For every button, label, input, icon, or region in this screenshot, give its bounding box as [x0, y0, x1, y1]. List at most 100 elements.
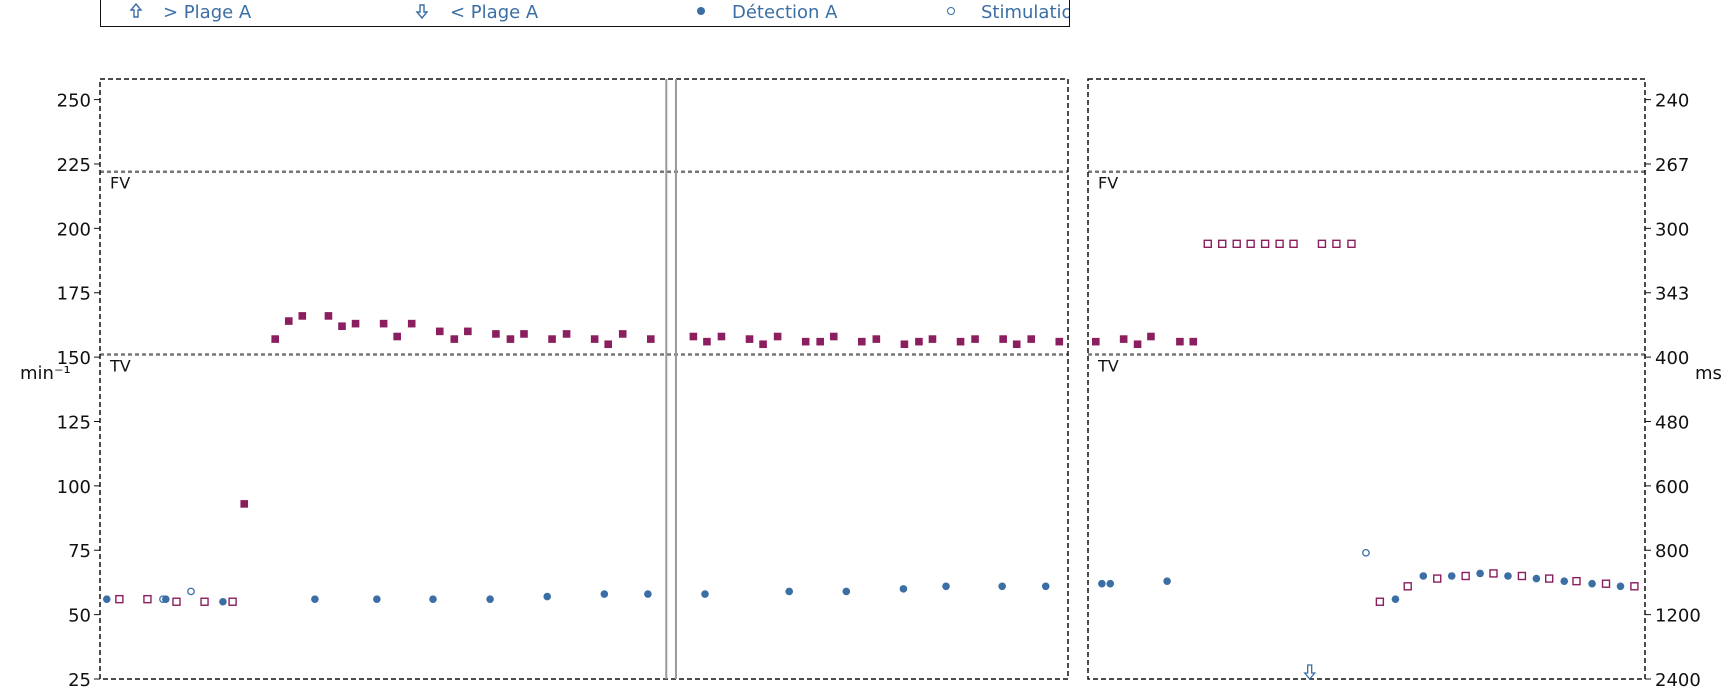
left-axis-tick-label: 175 [57, 284, 91, 305]
right-panel-frame [1087, 78, 1646, 680]
ventricular-sense-point [298, 312, 307, 320]
left-axis-tick-label: 100 [57, 477, 91, 498]
ventricular-sense-point [604, 340, 612, 349]
ventricular-sense-point [717, 332, 726, 341]
ventricular-sense-point [915, 337, 923, 346]
legend-label-atrial-sense: Détection A [732, 2, 838, 23]
atrial-sense-point [644, 590, 652, 598]
ventricular-sense-point [1189, 337, 1198, 346]
left-axis-tick-label: 250 [57, 91, 91, 112]
ventricular-pace-point [228, 597, 237, 606]
left-axis-tick-label: 200 [57, 219, 91, 240]
ventricular-pace-point [1601, 579, 1611, 588]
left-axis-tick-label: 125 [57, 412, 91, 433]
ventricular-pace-point [1275, 239, 1284, 249]
ventricular-pace-point [1332, 239, 1341, 249]
right-axis-tick-label: 600 [1655, 477, 1689, 498]
ventricular-sense-point [618, 330, 627, 338]
ventricular-sense-point [450, 335, 459, 343]
ventricular-pace-point [1246, 239, 1255, 249]
ventricular-sense-point [562, 330, 571, 338]
legend-label-below-range: < Plage A [450, 2, 539, 23]
ventricular-pace-point [1630, 582, 1639, 591]
ventricular-pace-point [1347, 239, 1356, 249]
ventricular-sense-point [548, 335, 556, 343]
atrial-sense-point [1106, 579, 1115, 588]
ventricular-sense-point [1012, 340, 1021, 349]
atrial-sense-point [785, 587, 794, 596]
right-axis-tick-label: 343 [1655, 284, 1689, 305]
zone-label-tv: TV [1097, 357, 1119, 376]
ventricular-sense-point [435, 327, 444, 336]
legend-label-atrial-pace: Stimulatio [981, 2, 1070, 23]
atrial-sense-point [1041, 582, 1050, 591]
ventricular-sense-point [351, 319, 360, 328]
left-axis-tick-label: 50 [68, 606, 91, 627]
right-axis-tick-label: 300 [1655, 219, 1689, 240]
ventricular-sense-point [590, 335, 599, 343]
ventricular-pace-point [115, 594, 124, 604]
ventricular-sense-point [773, 332, 782, 341]
atrial-sense-point [1447, 572, 1456, 580]
ventricular-sense-point [271, 335, 280, 343]
zone-label-tv: TV [109, 357, 131, 376]
atrial-sense-point [1419, 572, 1428, 580]
ventricular-pace-point [200, 597, 209, 606]
ventricular-sense-point [506, 335, 515, 343]
zone-label-fv: FV [1098, 174, 1118, 193]
atrial-sense-point [1163, 577, 1171, 585]
left-axis-tick-label: 75 [68, 541, 91, 562]
left-panel-frame [99, 78, 1069, 680]
ventricular-sense-point [900, 340, 909, 349]
right-axis-unit: ms [1695, 363, 1722, 384]
ventricular-sense-point [284, 317, 293, 325]
ventricular-sense-point [928, 335, 937, 343]
ventricular-pace-point [1461, 571, 1470, 581]
ventricular-sense-point [971, 335, 979, 343]
atrial-sense-point [373, 595, 381, 603]
left-axis-tick-label: 150 [57, 348, 91, 369]
ventricular-sense-point [1091, 337, 1100, 346]
atrial-sense-point [1504, 572, 1512, 580]
ventricular-sense-point [689, 332, 698, 341]
ventricular-sense-point [1133, 340, 1142, 349]
ventricular-sense-point [1147, 332, 1155, 341]
ventricular-sense-point [379, 319, 388, 328]
ventricular-pace-point [1572, 576, 1581, 586]
atrial-sense-point [1560, 577, 1569, 585]
atrial-sense-point [899, 585, 908, 593]
atrial-pace-point [187, 587, 195, 596]
left-axis-unit: min⁻¹ [20, 363, 71, 384]
atrial-sense-point [311, 595, 319, 603]
arrow-down-icon [415, 2, 429, 24]
ventricular-sense-point [1119, 335, 1128, 343]
filled-circle-icon [697, 7, 705, 15]
ventricular-sense-point [801, 337, 810, 346]
atrial-sense-point [1391, 595, 1400, 603]
right-axis-tick-label: 480 [1655, 412, 1689, 433]
atrial-sense-point [543, 592, 552, 601]
ventricular-pace-point [1260, 239, 1270, 249]
ventricular-pace-point [1544, 574, 1554, 583]
ventricular-sense-point [492, 330, 500, 338]
legend-label-above-range: > Plage A [163, 2, 252, 23]
ventricular-sense-point [816, 337, 824, 346]
ventricular-sense-point [646, 335, 655, 343]
ventricular-sense-point [1176, 337, 1184, 346]
right-axis-tick-label: 240 [1655, 91, 1689, 112]
ventricular-sense-point [520, 330, 528, 338]
atrial-sense-point [1616, 582, 1625, 591]
ventricular-sense-point [872, 335, 881, 343]
atrial-sense-point [998, 582, 1006, 591]
ventricular-pace-point [1375, 597, 1385, 606]
atrial-sense-point [1476, 569, 1484, 578]
atrial-pace-point [159, 595, 167, 604]
ventricular-pace-point [1403, 582, 1412, 591]
ventricular-sense-point [407, 319, 416, 328]
atrial-sense-point [1532, 574, 1541, 583]
ventricular-sense-point [759, 340, 767, 349]
ventricular-pace-point [1433, 574, 1442, 583]
ventricular-sense-point [240, 500, 249, 508]
below-range-arrow-icon [1303, 664, 1317, 681]
